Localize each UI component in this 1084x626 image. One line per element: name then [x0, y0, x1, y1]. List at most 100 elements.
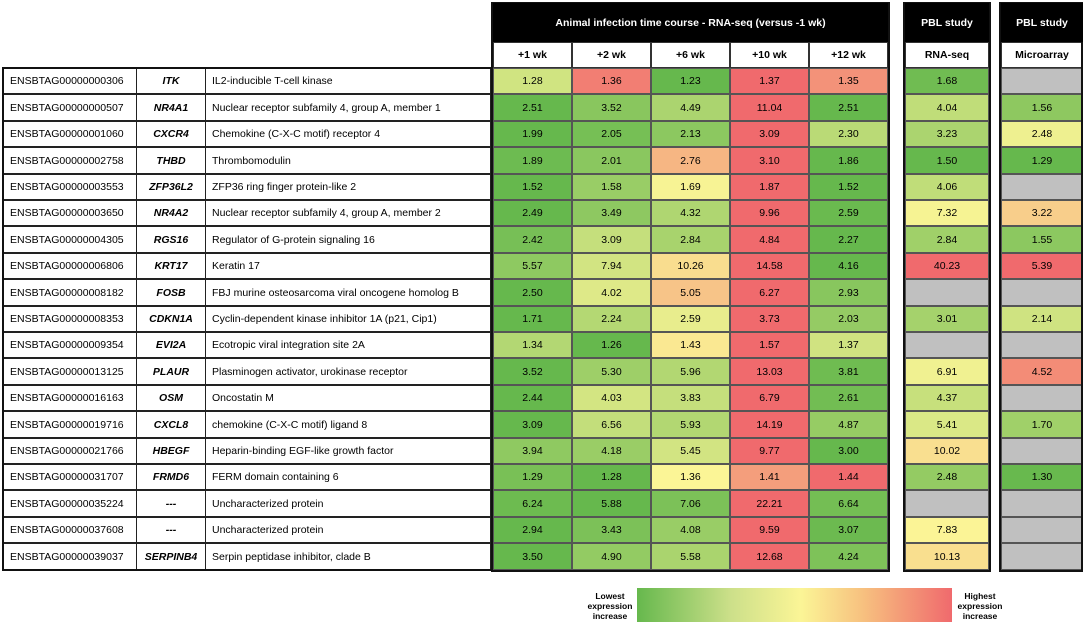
value-cell: 2.48 [905, 464, 989, 490]
value-cell [1001, 385, 1083, 411]
gene-symbol-cell: CXCL8 [136, 411, 205, 438]
gene-id-cell: ENSBTAG00000039037 [3, 543, 136, 570]
gene-id-cell: ENSBTAG00000019716 [3, 411, 136, 438]
column-header: +10 wk [730, 42, 809, 68]
value-cell: 1.37 [730, 68, 809, 94]
value-cell: 4.37 [905, 385, 989, 411]
time-course-title: Animal infection time course - RNA-seq (… [493, 3, 888, 42]
value-cell: 4.87 [809, 411, 888, 438]
value-cell: 2.51 [809, 94, 888, 121]
value-cell [1001, 332, 1083, 358]
value-cell [1001, 543, 1083, 570]
value-cell [905, 279, 989, 306]
gene-id-cell: ENSBTAG00000001060 [3, 121, 136, 147]
value-cell: 3.00 [809, 438, 888, 464]
legend-high-label: Highest expression increase [957, 591, 1003, 621]
value-cell: 4.90 [572, 543, 651, 570]
column-header: +12 wk [809, 42, 888, 68]
gene-id-cell: ENSBTAG00000016163 [3, 385, 136, 411]
value-cell: 1.26 [572, 332, 651, 358]
gene-description-cell: ZFP36 ring finger protein-like 2 [205, 174, 491, 200]
value-cell: 14.19 [730, 411, 809, 438]
gene-symbol-cell: CXCR4 [136, 121, 205, 147]
value-cell: 1.29 [1001, 147, 1083, 174]
gene-symbol-cell: FOSB [136, 279, 205, 306]
value-cell: 4.24 [809, 543, 888, 570]
gene-description-cell: Cyclin-dependent kinase inhibitor 1A (p2… [205, 306, 491, 332]
value-cell: 1.56 [1001, 94, 1083, 121]
value-cell: 2.24 [572, 306, 651, 332]
value-cell: 1.57 [730, 332, 809, 358]
gene-id-cell: ENSBTAG00000003650 [3, 200, 136, 226]
value-cell: 1.86 [809, 147, 888, 174]
value-cell: 3.10 [730, 147, 809, 174]
gene-description-cell: Keratin 17 [205, 253, 491, 279]
value-cell: 1.43 [651, 332, 730, 358]
value-cell: 5.39 [1001, 253, 1083, 279]
value-cell: 3.07 [809, 517, 888, 543]
value-cell: 1.52 [493, 174, 572, 200]
value-cell: 1.28 [493, 68, 572, 94]
value-cell: 1.69 [651, 174, 730, 200]
gene-symbol-cell: NR4A1 [136, 94, 205, 121]
value-cell: 2.14 [1001, 306, 1083, 332]
value-cell: 4.04 [905, 94, 989, 121]
gene-description-cell: Chemokine (C-X-C motif) receptor 4 [205, 121, 491, 147]
value-cell [905, 490, 989, 517]
value-cell: 1.58 [572, 174, 651, 200]
value-cell: 1.71 [493, 306, 572, 332]
value-cell: 40.23 [905, 253, 989, 279]
value-cell: 1.70 [1001, 411, 1083, 438]
gene-id-cell: ENSBTAG00000009354 [3, 332, 136, 358]
value-cell: 2.93 [809, 279, 888, 306]
value-cell: 2.76 [651, 147, 730, 174]
value-cell: 12.68 [730, 543, 809, 570]
gene-description-cell: Thrombomodulin [205, 147, 491, 174]
value-cell: 7.06 [651, 490, 730, 517]
value-cell [1001, 279, 1083, 306]
value-cell: 10.26 [651, 253, 730, 279]
value-cell: 2.05 [572, 121, 651, 147]
value-cell: 11.04 [730, 94, 809, 121]
value-cell: 1.30 [1001, 464, 1083, 490]
value-cell: 1.52 [809, 174, 888, 200]
value-cell: 2.59 [809, 200, 888, 226]
value-cell: 2.01 [572, 147, 651, 174]
value-cell: 3.73 [730, 306, 809, 332]
value-cell: 5.88 [572, 490, 651, 517]
value-cell: 3.94 [493, 438, 572, 464]
gene-symbol-cell: --- [136, 517, 205, 543]
gene-description-cell: Ecotropic viral integration site 2A [205, 332, 491, 358]
gene-symbol-cell: PLAUR [136, 358, 205, 385]
gene-description-cell: chemokine (C-X-C motif) ligand 8 [205, 411, 491, 438]
gene-symbol-cell: KRT17 [136, 253, 205, 279]
value-cell: 6.91 [905, 358, 989, 385]
gene-symbol-cell: FRMD6 [136, 464, 205, 490]
legend-color-bar [637, 588, 952, 622]
value-cell: 9.96 [730, 200, 809, 226]
gene-description-cell: FERM domain containing 6 [205, 464, 491, 490]
gene-id-cell: ENSBTAG00000003553 [3, 174, 136, 200]
value-cell: 3.22 [1001, 200, 1083, 226]
value-cell: 5.96 [651, 358, 730, 385]
legend-low-label: Lowest expression increase [587, 591, 633, 621]
value-cell: 7.94 [572, 253, 651, 279]
value-cell [1001, 174, 1083, 200]
value-cell: 2.27 [809, 226, 888, 253]
value-cell: 5.05 [651, 279, 730, 306]
value-cell: 9.59 [730, 517, 809, 543]
value-cell: 2.50 [493, 279, 572, 306]
gene-description-cell: Plasminogen activator, urokinase recepto… [205, 358, 491, 385]
value-cell: 4.03 [572, 385, 651, 411]
value-cell: 3.81 [809, 358, 888, 385]
column-header: +2 wk [572, 42, 651, 68]
value-cell: 2.49 [493, 200, 572, 226]
value-cell: 6.24 [493, 490, 572, 517]
value-cell [1001, 517, 1083, 543]
value-cell: 4.84 [730, 226, 809, 253]
gene-id-cell: ENSBTAG00000031707 [3, 464, 136, 490]
value-cell: 4.06 [905, 174, 989, 200]
value-cell [1001, 68, 1083, 94]
value-cell: 4.52 [1001, 358, 1083, 385]
value-cell: 1.35 [809, 68, 888, 94]
